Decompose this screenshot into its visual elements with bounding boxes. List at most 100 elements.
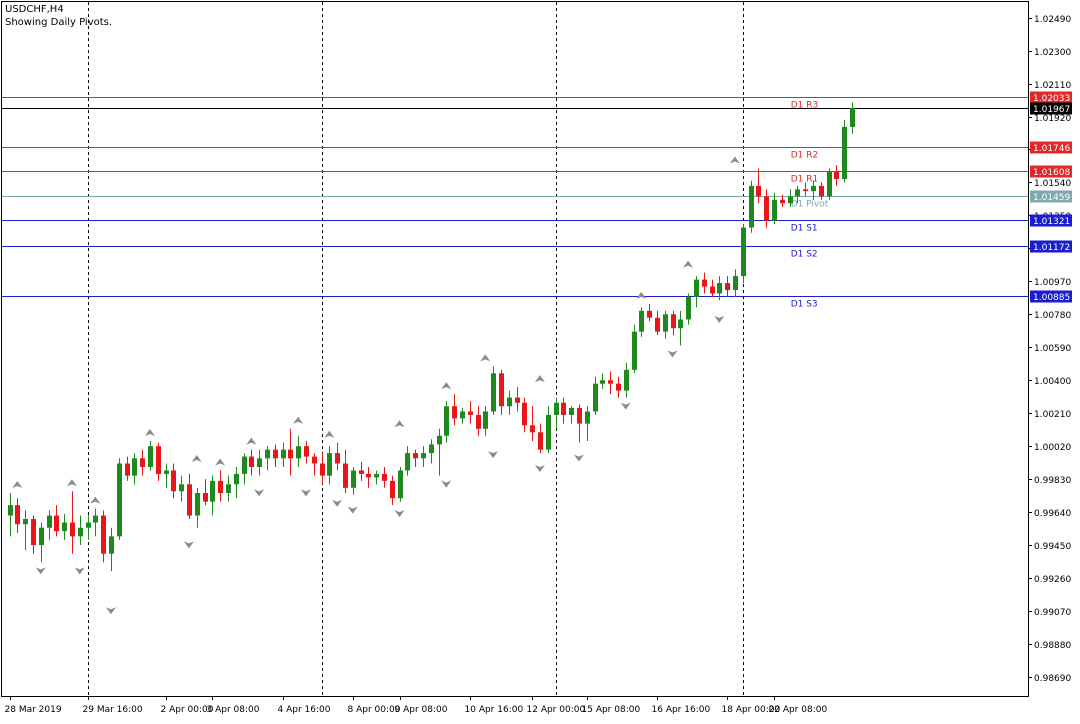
pivot-price-tag — [1030, 91, 1072, 104]
y-tick-label: 0.98690 — [1034, 674, 1071, 684]
chart-subtitle: Showing Daily Pivots. — [5, 17, 112, 28]
bull-candle — [795, 189, 800, 197]
bear-candle — [249, 456, 254, 467]
pivot-level-label: D1 S1 — [791, 224, 818, 234]
bear-candle — [187, 484, 192, 516]
x-tick-label: 3 Apr 08:00 — [207, 705, 260, 715]
bull-candle — [8, 505, 13, 516]
bull-candle — [109, 536, 114, 554]
bull-candle — [788, 196, 793, 204]
bull-candle — [78, 527, 83, 537]
bull-candle — [179, 484, 184, 492]
bear-candle — [413, 453, 418, 459]
bear-candle — [15, 505, 20, 525]
bull-candle — [195, 493, 200, 516]
bull-candle — [351, 470, 356, 488]
fractal-up-icon — [12, 481, 23, 489]
bull-candle — [569, 407, 574, 415]
chart-symbol: USDCHF,H4 — [5, 4, 64, 15]
y-tick-label: 0.98880 — [1034, 641, 1071, 651]
bull-candle — [686, 296, 691, 320]
fractal-down-icon — [254, 489, 265, 497]
y-tick-label: 1.01540 — [1034, 179, 1071, 189]
fractal-down-icon — [620, 402, 631, 410]
bear-candle — [561, 402, 566, 415]
x-tick-label: 28 Mar 2019 — [5, 705, 62, 715]
current-price-tag-label: 1.01967 — [1033, 105, 1070, 115]
bull-candle — [117, 463, 122, 537]
bull-candle — [47, 515, 52, 528]
y-tick-label: 1.00780 — [1034, 311, 1071, 321]
pivot-level-label: D1 R2 — [791, 151, 819, 161]
bear-candle — [647, 310, 652, 318]
y-tick-label: 1.02110 — [1034, 81, 1071, 91]
fractal-down-icon — [183, 541, 194, 549]
bull-candle — [811, 185, 816, 192]
bull-candle — [429, 444, 434, 454]
bear-candle — [359, 470, 364, 474]
bear-candle — [764, 196, 769, 221]
bear-candle — [390, 480, 395, 499]
bear-candle — [452, 406, 457, 419]
fractal-down-icon — [573, 454, 584, 462]
bear-candle — [725, 283, 730, 291]
bear-candle — [468, 411, 473, 415]
bull-candle — [733, 276, 738, 291]
pivot-price-tag-label: 1.00885 — [1033, 293, 1070, 303]
y-tick-label: 1.00400 — [1034, 377, 1071, 387]
y-tick-label: 1.00020 — [1034, 443, 1071, 453]
bull-candle — [405, 453, 410, 471]
bull-candle — [398, 470, 403, 499]
pivot-price-tag-label: 1.01172 — [1033, 243, 1070, 253]
pivot-price-tag — [1030, 165, 1072, 178]
bear-candle — [756, 185, 761, 197]
bull-candle — [444, 406, 449, 436]
pivot-levels: D1 R3 D1 R2 D1 R1 D1 Pivot D1 S1 D1 S2 D1 S3 — [2, 97, 1028, 310]
fractal-up-icon — [293, 416, 304, 424]
bear-candle — [476, 414, 481, 429]
y-tick-label: 0.99260 — [1034, 575, 1071, 585]
fractal-up-icon — [636, 291, 647, 299]
bull-candle — [842, 126, 847, 179]
bear-candle — [140, 458, 145, 467]
x-tick-label: 22 Apr 08:00 — [769, 705, 828, 715]
price-axis: 1.024901.023001.021101.019201.017301.015… — [1028, 15, 1071, 684]
bear-candle — [304, 446, 309, 457]
y-tick-label: 1.00210 — [1034, 410, 1071, 420]
fractal-up-icon — [144, 428, 155, 436]
bull-candle — [624, 369, 629, 391]
bull-candle — [265, 449, 270, 459]
bull-candle — [296, 446, 301, 459]
fractal-down-icon — [441, 480, 452, 488]
bull-candle — [593, 383, 598, 412]
pivot-level-label: D1 R3 — [791, 101, 819, 111]
y-tick-label: 1.01920 — [1034, 114, 1071, 124]
bear-candle — [203, 493, 208, 502]
bear-candle — [312, 456, 317, 464]
time-axis: 28 Mar 2019 29 Mar 16:00 2 Apr 00:003 Apr … — [5, 696, 828, 715]
x-tick-label: 12 Apr 00:00 — [527, 705, 586, 715]
bear-candle — [530, 425, 535, 433]
bull-candle — [639, 310, 644, 332]
fractal-down-icon — [300, 489, 311, 497]
fractal-down-icon — [534, 465, 545, 473]
fractal-up-icon — [246, 437, 257, 445]
x-tick-label: 2 Apr 00:00 — [161, 705, 214, 715]
bull-candle — [546, 414, 551, 450]
bear-candle — [171, 470, 176, 492]
fractal-down-icon — [74, 567, 85, 575]
pivot-price-tag-label: 1.02033 — [1033, 94, 1070, 104]
bull-candle — [62, 522, 67, 532]
bear-candle — [577, 407, 582, 424]
bull-candle — [164, 470, 169, 474]
bull-candle — [741, 227, 746, 277]
pivot-level-label: D1 R1 — [791, 175, 819, 185]
bull-candle — [421, 453, 426, 459]
bear-candle — [522, 402, 527, 426]
bear-candle — [710, 286, 715, 294]
x-tick-label: 8 Apr 00:00 — [348, 705, 401, 715]
fractal-down-icon — [714, 315, 725, 323]
y-tick-label: 0.99640 — [1034, 509, 1071, 519]
